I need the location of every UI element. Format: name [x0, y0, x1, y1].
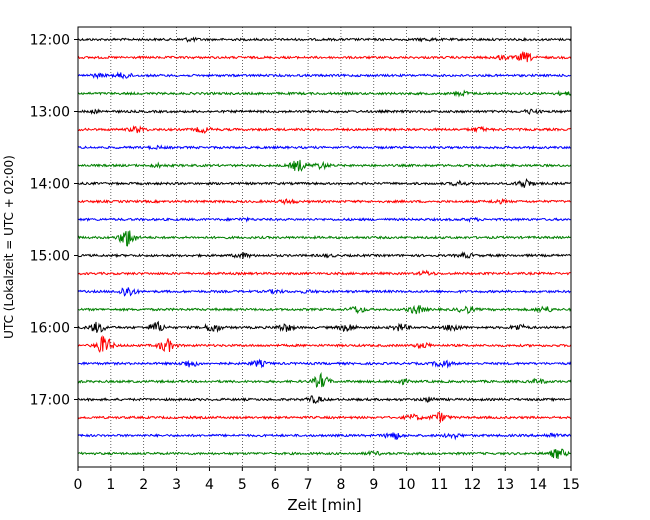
trace-1230: [77, 71, 571, 80]
trace-1400: [77, 178, 572, 188]
trace-1545: [77, 304, 572, 315]
trace-1615: [77, 334, 572, 353]
trace-1715: [77, 411, 572, 423]
plot-frame: [77, 26, 572, 468]
x-tick-label: 0: [74, 477, 83, 493]
y-axis-label: UTC (Lokalzeit = UTC + 02:00): [2, 155, 16, 339]
trace-series: [77, 36, 572, 460]
x-tick-label: 14: [529, 477, 547, 493]
x-tick-label: 9: [369, 477, 378, 493]
trace-1745: [77, 448, 572, 460]
x-tick-label: 12: [463, 477, 481, 493]
trace-1200: [77, 36, 572, 43]
y-tick-label: 12:00: [30, 33, 70, 49]
x-tick-label: 4: [205, 477, 214, 493]
y-axis-ticks: 12:00 13:00 14:00 15:00 16:00 17:00: [30, 33, 78, 409]
y-tick-label: 14:00: [30, 177, 70, 193]
trace-1515: [77, 269, 571, 277]
x-tick-label: 1: [106, 477, 115, 493]
y-tick-label: 15:00: [30, 249, 70, 265]
x-tick-label: 3: [172, 477, 181, 493]
trace-1600: [77, 320, 572, 333]
x-tick-label: 15: [562, 477, 580, 493]
trace-1500: [77, 251, 572, 259]
trace-1315: [77, 124, 571, 135]
x-tick-label: 11: [431, 477, 449, 493]
trace-1730: [77, 432, 572, 441]
y-tick-label: 17:00: [30, 393, 70, 409]
y-tick-label: 16:00: [30, 321, 70, 337]
x-tick-label: 10: [398, 477, 416, 493]
x-tick-label: 6: [271, 477, 280, 493]
x-tick-label: 8: [336, 477, 345, 493]
x-axis-ticks: 0 1 2 3 4 5 6 7 8 9 10 11 12 13 14 15: [74, 467, 580, 493]
trace-1700: [77, 395, 571, 404]
x-tick-label: 7: [304, 477, 313, 493]
trace-1245: [77, 89, 572, 98]
trace-1415: [77, 197, 571, 206]
trace-1430: [77, 216, 572, 223]
trace-1645: [77, 371, 572, 388]
trace-1630: [77, 358, 572, 369]
trace-1330: [77, 144, 572, 151]
trace-1345: [77, 159, 572, 172]
x-axis-label: Zeit [min]: [287, 496, 361, 514]
trace-1530: [77, 287, 571, 297]
x-tick-label: 5: [238, 477, 247, 493]
x-tick-label: 2: [139, 477, 148, 493]
x-tick-label: 13: [496, 477, 514, 493]
trace-1445: [77, 230, 571, 247]
trace-1300: [77, 108, 572, 115]
y-tick-label: 13:00: [30, 105, 70, 121]
grid-lines: [110, 27, 539, 467]
trace-1215: [77, 50, 572, 63]
